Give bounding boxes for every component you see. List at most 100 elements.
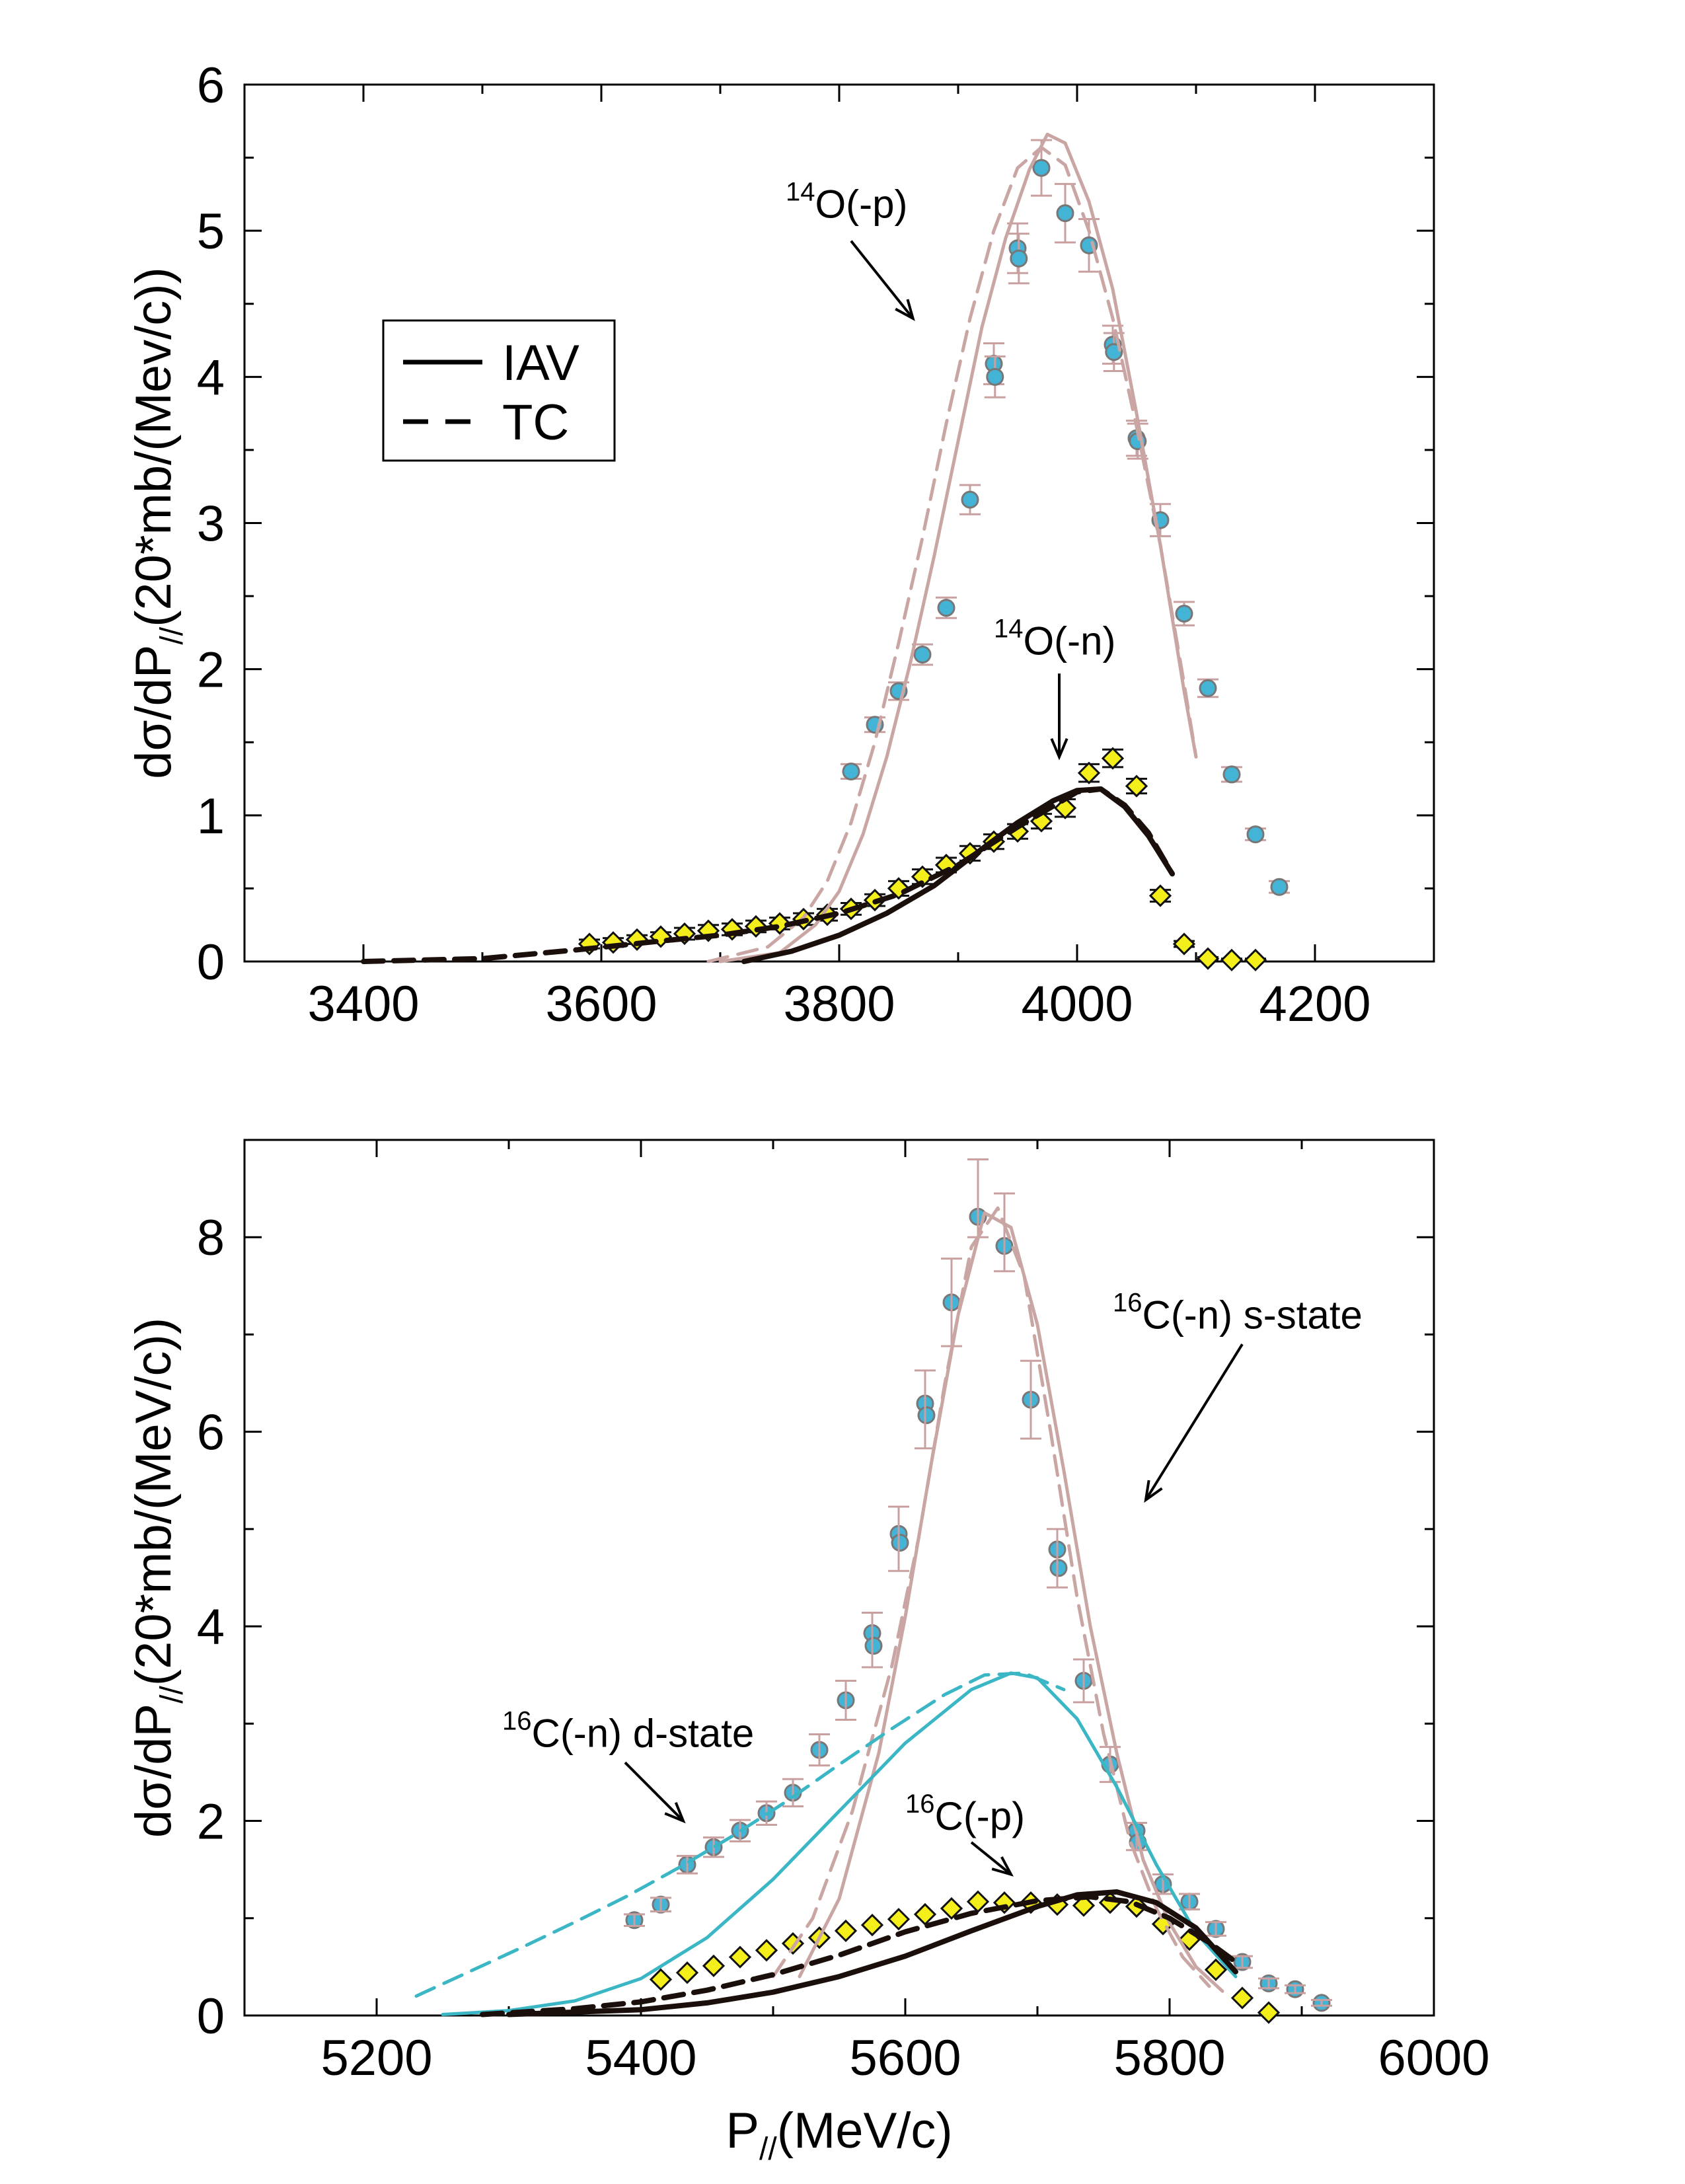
legend-box (382, 319, 616, 462)
data-point-diamond (728, 1945, 752, 1969)
series-line (771, 1206, 1211, 1988)
annotation-text: C(-n) d-state (532, 1712, 755, 1756)
data-point-circle (961, 490, 979, 509)
annotation-text: C(-n) s-state (1142, 1293, 1363, 1337)
x-tick-label: 5800 (1113, 2030, 1225, 2086)
annotation-sup: 14 (994, 615, 1024, 644)
data-point-diamond (1257, 2001, 1281, 2024)
annotation-label: 16C(-n) d-state (502, 1707, 754, 1756)
series-line (718, 132, 1198, 963)
data-point-diamond (1220, 948, 1244, 971)
data-point-diamond (601, 931, 625, 954)
panel-top: 3400 3600 3800 4000 4200 0 1 2 3 4 5 6 dσ/dP//(20*mb… (126, 57, 1435, 1032)
data-point-diamond (887, 1908, 911, 1931)
data-point-diamond (755, 1939, 778, 1962)
x-tick-label: 5600 (849, 2030, 961, 2086)
y-axis-label-tail: (20*mb/(MeV/c)) (126, 1318, 182, 1686)
y-tick-label: 0 (197, 934, 225, 991)
legend-label: IAV (502, 335, 580, 391)
data-point-circle (1010, 249, 1028, 268)
data-point-circle (1199, 679, 1217, 697)
y-axis-label: dσ/dP//(20*mb/(Mev/c)) (126, 267, 190, 779)
data-point-diamond (1172, 932, 1196, 956)
y-axis-label-tail: (20*mb/(Mev/c)) (126, 267, 182, 627)
x-axis-label-main: P (726, 2103, 759, 2159)
annotation-arrow (970, 1841, 1012, 1876)
data-point-diamond (1148, 884, 1172, 907)
annotation-sup: 16 (1113, 1289, 1142, 1318)
data-point-diamond (1196, 947, 1220, 970)
annotation-label: 14O(-p) (786, 177, 907, 226)
x-tick-label: 4000 (1021, 976, 1133, 1032)
plot-frame (243, 1139, 1435, 2017)
data-point-diamond (649, 1968, 673, 1991)
data-point-diamond (1125, 774, 1148, 798)
data-point-diamond (702, 1954, 726, 1978)
data-point-circle (1032, 159, 1051, 177)
data-point-circle (913, 646, 932, 664)
series-line (414, 1671, 1066, 1998)
data-point-circle (1270, 878, 1289, 896)
y-tick-label: 2 (197, 1794, 225, 1850)
data-point-diamond (911, 865, 934, 888)
y-tick-label: 5 (197, 204, 225, 260)
x-tick-label: 3800 (783, 976, 895, 1032)
data-point-diamond (675, 1961, 699, 1984)
series-line (361, 786, 1175, 964)
data-point-circle (917, 1406, 936, 1425)
data-point-diamond (1072, 1894, 1096, 1917)
data-point-diamond (913, 1902, 937, 1926)
data-point-circle (1175, 605, 1193, 623)
x-tick-label: 6000 (1378, 2030, 1489, 2086)
y-tick-label: 6 (197, 1405, 225, 1461)
data-point-circle (842, 762, 860, 780)
annotation-text: O(-n) (1024, 619, 1116, 663)
series-line (506, 1889, 1238, 2017)
panel-bottom: 5200 5400 5600 5800 600002468dσ/dP//(20*mb/(… (126, 1139, 1490, 2167)
y-tick-label: 6 (197, 57, 225, 114)
x-tick-label: 4200 (1259, 976, 1370, 1032)
series-line (480, 1894, 1238, 2017)
y-tick-label: 8 (197, 1210, 225, 1266)
data-point-circle (1222, 765, 1241, 784)
data-point-circle (1056, 204, 1074, 223)
data-point-diamond (1244, 948, 1267, 971)
y-tick-label: 0 (197, 1988, 225, 2045)
x-tick-label: 3600 (545, 976, 657, 1032)
data-point-diamond (834, 1919, 858, 1943)
data-point-diamond (625, 928, 649, 951)
annotation-arrow (624, 1761, 685, 1822)
legend-label: TC (502, 395, 569, 451)
x-tick-label: 5200 (320, 2030, 432, 2086)
data-point-circle (891, 1534, 909, 1552)
data-point-circle (1246, 825, 1265, 844)
annotation-arrowhead (664, 1801, 686, 1824)
y-tick-label: 1 (197, 788, 225, 845)
data-point-circle (937, 599, 955, 617)
annotation-text: C(-p) (935, 1794, 1026, 1838)
annotation-arrowhead (895, 299, 915, 321)
annotation-text: O(-p) (815, 182, 908, 226)
data-point-diamond (1077, 761, 1101, 784)
x-axis-label: P//(MeV/c) (726, 2103, 952, 2167)
y-tick-label: 2 (197, 642, 225, 698)
x-axis-label-sub: // (759, 2132, 777, 2167)
y-axis-label-main: dσ/dP (126, 1704, 182, 1838)
data-point-circle (1049, 1559, 1068, 1577)
data-point-diamond (1230, 1986, 1254, 2010)
y-axis-label-main: dσ/dP (126, 645, 182, 779)
annotation-arrow (1144, 1343, 1244, 1501)
annotation-label: 16C(-n) s-state (1113, 1289, 1363, 1337)
y-axis-label: dσ/dP//(20*mb/(MeV/c)) (126, 1318, 190, 1838)
annotation-label: 16C(-p) (905, 1789, 1025, 1838)
annotation-arrowhead (1144, 1480, 1163, 1503)
y-axis-label-sub: // (155, 626, 190, 644)
data-point-diamond (1204, 1958, 1228, 1981)
data-point-diamond (940, 1897, 963, 1920)
x-axis-label-tail: (MeV/c) (777, 2103, 953, 2159)
data-point-circle (864, 1637, 883, 1655)
x-tick-label: 3400 (307, 976, 419, 1032)
series-line (741, 786, 1175, 964)
